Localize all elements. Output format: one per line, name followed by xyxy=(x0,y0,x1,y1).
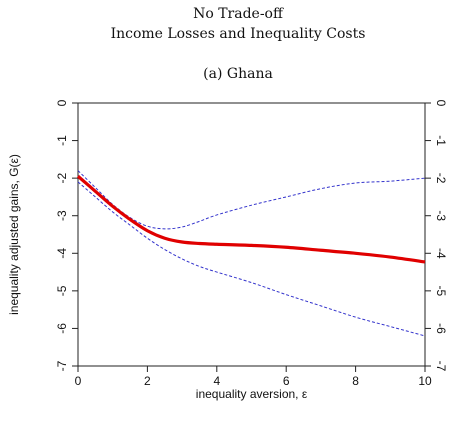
y-tick-label-right: 0 xyxy=(434,100,448,107)
y-tick-label-left: -2 xyxy=(55,172,69,183)
y-tick-label-right: -1 xyxy=(434,135,448,146)
y-tick-label-right: -3 xyxy=(434,210,448,221)
y-tick-label-right: -5 xyxy=(434,286,448,297)
x-axis: 0 2 4 6 8 10 xyxy=(75,366,432,388)
plot-frame xyxy=(77,102,426,367)
y-tick-label-left: -3 xyxy=(55,210,69,221)
chart-title-line2: Income Losses and Inequality Costs xyxy=(110,26,366,42)
x-tick-label: 8 xyxy=(352,374,359,388)
y-tick-label-left: -4 xyxy=(55,248,69,259)
y-axis-label: inequality adjusted gains, G(ε) xyxy=(7,154,21,315)
upper-ci-line xyxy=(77,170,426,230)
y-tick-label-left: 0 xyxy=(55,99,69,106)
series-layer xyxy=(76,170,426,337)
lower-ci-line xyxy=(77,181,426,337)
x-tick-label: 6 xyxy=(283,374,290,388)
x-axis-label: inequality aversion, ε xyxy=(196,387,308,401)
x-tick-label: 4 xyxy=(213,374,220,388)
y-tick-label-right: -7 xyxy=(434,361,448,372)
y-tick-label-left: -5 xyxy=(55,285,69,296)
y-tick-label-right: -6 xyxy=(434,323,448,334)
x-tick-label: 10 xyxy=(418,374,432,388)
right-y-axis: 0 -1 -2 -3 -4 -5 -6 -7 xyxy=(425,100,448,372)
estimate-line xyxy=(76,175,426,264)
panel-title: (a) Ghana xyxy=(203,66,273,82)
x-tick-label: 0 xyxy=(75,374,82,388)
y-tick-label-left: -6 xyxy=(55,323,69,334)
y-tick-label-left: -7 xyxy=(55,360,69,371)
chart-title-line1: No Trade-off xyxy=(193,6,283,22)
y-tick-label-right: -2 xyxy=(434,173,448,184)
y-tick-label-right: -4 xyxy=(434,248,448,259)
x-tick-label: 2 xyxy=(144,374,151,388)
y-tick-label-left: -1 xyxy=(55,135,69,146)
left-y-axis: 0 -1 -2 -3 -4 -5 -6 -7 xyxy=(55,99,78,371)
